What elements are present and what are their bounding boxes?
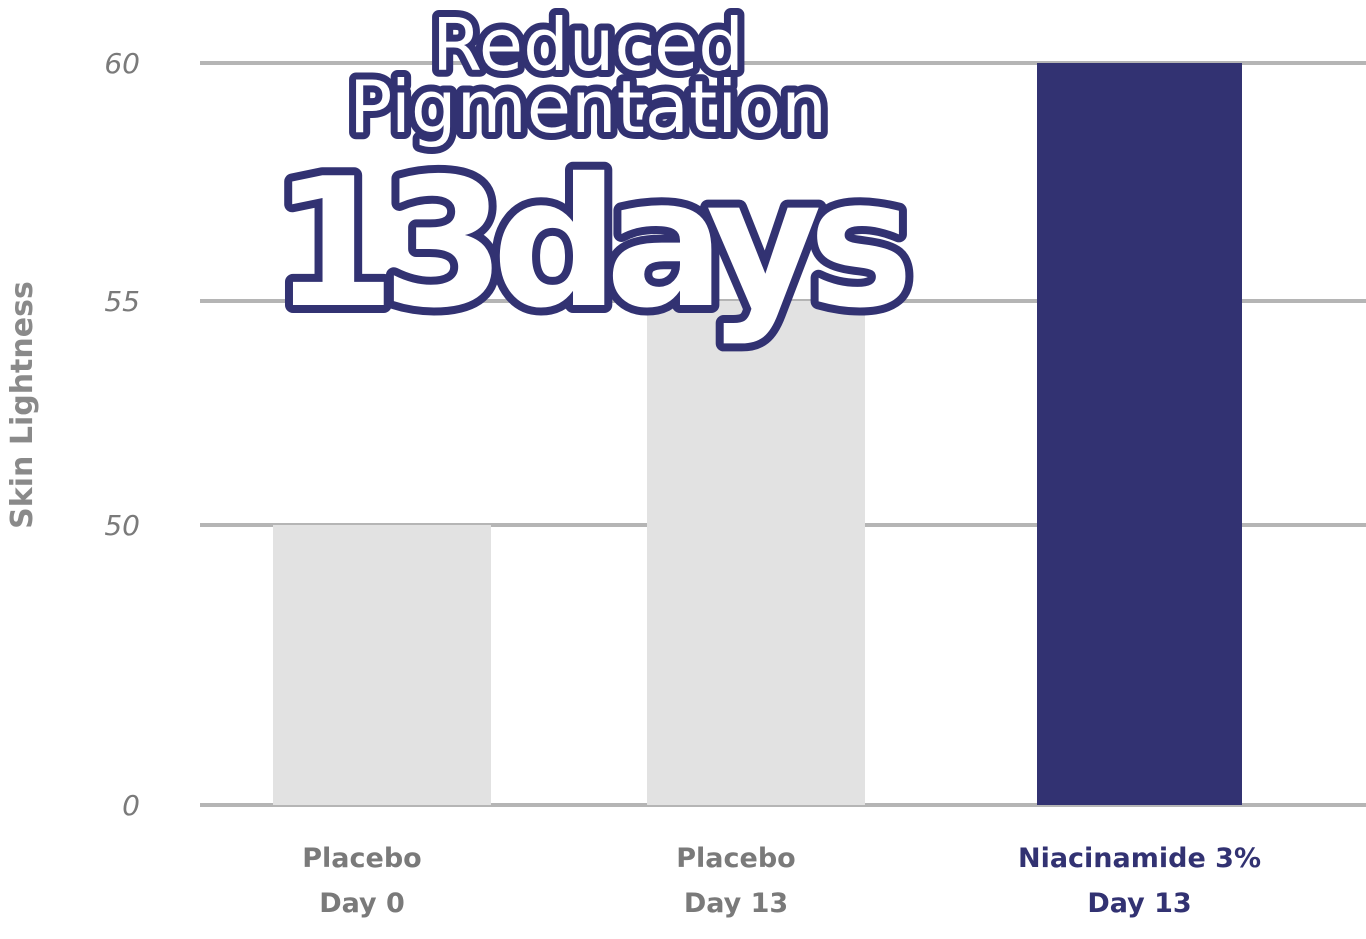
y-tick-label: 60 <box>104 47 140 80</box>
x-tick-label: Niacinamide 3% <box>1018 843 1261 874</box>
x-tick-label: Day 0 <box>319 888 405 919</box>
y-tick-label: 55 <box>104 285 140 318</box>
y-tick-label: 0 <box>122 789 140 822</box>
bar <box>273 525 491 805</box>
y-axis-label: Skin Lightness <box>5 281 40 529</box>
x-tick-label: Placebo <box>302 843 421 874</box>
bar <box>647 301 865 805</box>
x-tick-label: Day 13 <box>684 888 788 919</box>
chart-title-line1: Reduced <box>432 3 744 87</box>
y-tick-label: 50 <box>104 509 140 542</box>
chart-subtitle: 13days <box>272 140 906 347</box>
x-tick-label: Placebo <box>676 843 795 874</box>
chart-title-line2: Pigmentation <box>349 65 827 149</box>
x-tick-label: Day 13 <box>1087 888 1191 919</box>
bar <box>1037 63 1242 805</box>
